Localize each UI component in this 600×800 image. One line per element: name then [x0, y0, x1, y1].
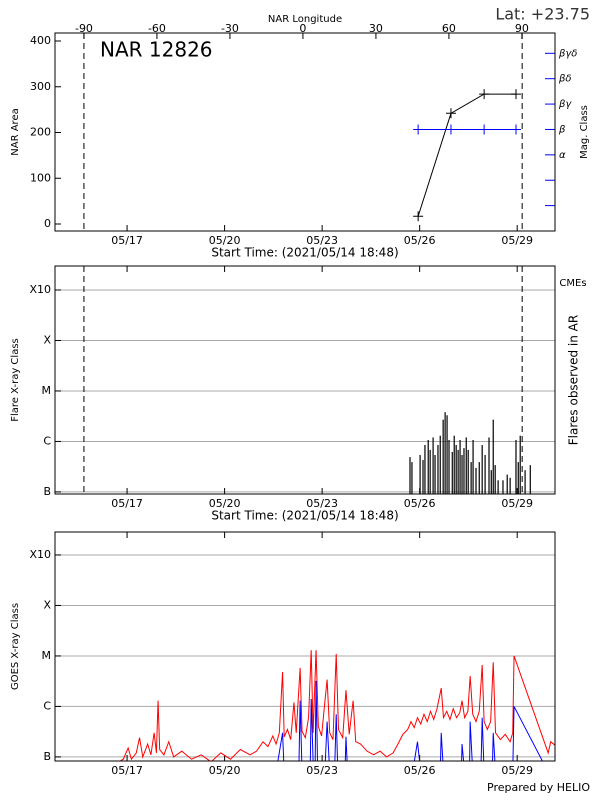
- y-tick-label: X10: [29, 548, 51, 561]
- x-label: Start Time: (2021/05/14 18:48): [211, 509, 398, 523]
- y-tick-label: M: [42, 384, 52, 397]
- x-tick-label: 05/17: [111, 497, 143, 510]
- x-tick-label: 05/23: [306, 234, 338, 247]
- x2-tick-label: 60: [442, 22, 456, 35]
- plot-area: [409, 412, 531, 494]
- y-tick-label: 100: [30, 171, 51, 184]
- y-tick-label: X: [43, 333, 51, 346]
- panel-title: NAR 12826: [100, 38, 213, 62]
- y-tick-label: 300: [30, 80, 51, 93]
- x2-label: NAR Longitude: [268, 14, 342, 25]
- x-tick-label: 05/29: [501, 497, 533, 510]
- y-tick-label: 200: [30, 126, 51, 139]
- x-tick-label: 05/20: [209, 764, 241, 777]
- plot-frame: [54, 531, 556, 762]
- x2-tick-label: -90: [75, 22, 93, 35]
- x-tick-label: 05/29: [501, 234, 533, 247]
- point-marker: [479, 124, 490, 135]
- y-tick-label: X: [43, 598, 51, 611]
- footer: Prepared by HELIO: [487, 781, 590, 794]
- y-tick-label: M: [42, 649, 52, 662]
- point-marker: [445, 124, 456, 135]
- series-line: [119, 650, 555, 761]
- point-marker: [413, 211, 424, 222]
- x2-tick-label: 0: [299, 22, 306, 35]
- x-tick-label: 05/23: [306, 764, 338, 777]
- y-tick-label: 0: [44, 217, 51, 230]
- y2-tick-label: β: [558, 124, 566, 135]
- point-marker: [510, 124, 521, 135]
- y-tick-label: C: [43, 699, 51, 712]
- panel: B C M X X10 05/17 05/20 05/23 05/26 05/29 GOES X-r…: [10, 531, 556, 777]
- x-label: Start Time: (2021/05/14 18:48): [211, 246, 398, 260]
- x-tick-label: 05/29: [501, 764, 533, 777]
- panel: B C M X X10 05/17 05/20 05/23 05/26 05/29 Start Ti…: [10, 265, 587, 523]
- x-tick-label: 05/23: [306, 497, 338, 510]
- y2-label: Mag. Class: [579, 105, 590, 159]
- x-tick-label: 05/26: [404, 497, 436, 510]
- x2-tick-label: -60: [148, 22, 166, 35]
- x-tick-label: 05/26: [404, 234, 436, 247]
- latitude: Lat: +23.75: [495, 5, 590, 24]
- plot-frame: [54, 265, 556, 495]
- point-marker: [413, 124, 424, 135]
- x-tick-label: 05/20: [209, 497, 241, 510]
- y-tick-label: B: [43, 750, 51, 763]
- x2-tick-label: -30: [221, 22, 239, 35]
- plot-area: [119, 650, 555, 761]
- cme-label: CMEs: [559, 278, 586, 289]
- y-tick-label: X10: [29, 283, 51, 296]
- x-tick-label: 05/20: [209, 234, 241, 247]
- series-line: [277, 680, 543, 761]
- y-tick-label: C: [43, 434, 51, 447]
- y-tick-label: 400: [30, 34, 51, 47]
- y2-tick-label: βγδ: [558, 48, 577, 59]
- plot-area: [417, 93, 516, 217]
- x-tick-label: 05/17: [111, 234, 143, 247]
- point-marker: [510, 89, 521, 100]
- y-label: Flare X-ray Class: [10, 338, 21, 422]
- y2-tick-label: βδ: [558, 74, 572, 85]
- x-tick-label: 05/26: [404, 764, 436, 777]
- point-marker: [479, 89, 490, 100]
- y2-tick-label: α: [559, 150, 566, 161]
- y2-tick-label: βγ: [558, 99, 572, 110]
- x2-tick-label: 90: [515, 22, 529, 35]
- series-line: [417, 93, 516, 217]
- x-tick-label: 05/17: [111, 764, 143, 777]
- y-tick-label: B: [43, 485, 51, 498]
- y2-label: Flares observed in AR: [567, 315, 581, 445]
- x2-tick-label: 30: [369, 22, 383, 35]
- y-label: GOES X-ray Class: [10, 603, 21, 690]
- point-marker: [445, 108, 456, 119]
- y-label: NAR Area: [10, 108, 21, 155]
- plot-frame: [54, 32, 556, 232]
